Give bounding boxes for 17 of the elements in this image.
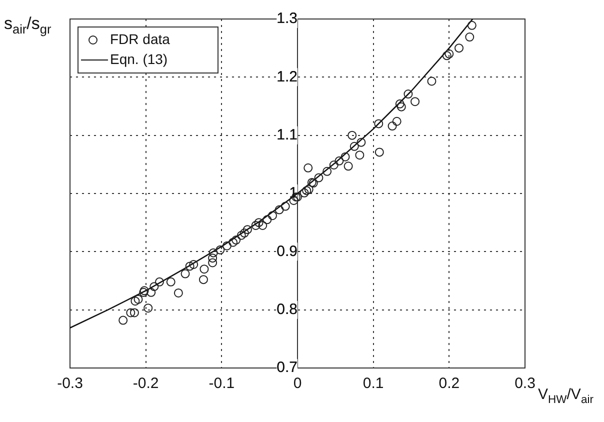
x-tick-label: -0.2 [132,375,159,392]
x-tick-label: 0 [293,375,302,392]
y-tick-label: 1.3 [276,10,298,28]
y-tick-label: 1.2 [276,68,298,86]
y-tick-label: 0.8 [276,300,298,318]
x-tick-label: 0.2 [438,375,460,392]
x-axis-title: V$_{HW}$/V$_{air}$ [538,386,594,407]
legend-label: Eqn. (13) [110,50,168,67]
x-tick-label: -0.3 [57,375,83,392]
legend-label: FDR data [110,30,170,47]
y-axis-title: s$_{air}$/s$_{gr}$ [4,14,52,38]
x-tick-label: 0.1 [362,375,384,392]
y-tick-label: 1.1 [276,126,298,144]
x-tick-label: -0.1 [208,375,235,392]
y-tick-label: 0.9 [276,242,298,260]
y-tick-label: 0.7 [276,359,298,376]
x-tick-label: 0.3 [514,375,536,392]
